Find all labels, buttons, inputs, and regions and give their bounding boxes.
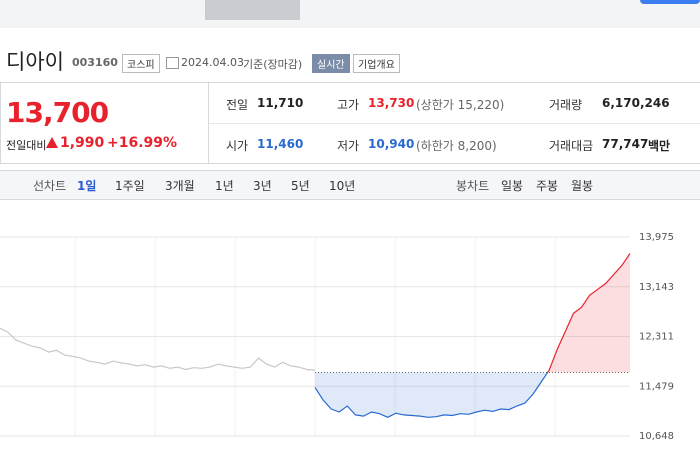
date: 2024.04.03 xyxy=(181,56,244,69)
divider xyxy=(208,123,700,124)
cell-value: 11,710 xyxy=(257,96,304,110)
tab[interactable]: 10년 xyxy=(329,179,356,193)
y-tick-label: 12,311 xyxy=(639,332,674,343)
tab[interactable]: 1년 xyxy=(215,179,234,193)
stock-name: 디아이 xyxy=(6,50,64,74)
y-tick-label: 11,479 xyxy=(639,381,674,392)
cell-label: 전일 xyxy=(226,98,249,112)
realtime-button[interactable]: 실시간 xyxy=(312,54,350,73)
price-panel xyxy=(0,82,700,164)
ad-banner[interactable] xyxy=(0,0,700,28)
tab[interactable]: 3년 xyxy=(253,179,272,193)
cell-label: 고가 xyxy=(337,98,360,112)
y-tick-label: 13,143 xyxy=(639,282,674,293)
price-line xyxy=(314,253,631,418)
current-price: 13,700 xyxy=(6,96,109,129)
tab[interactable]: 1주일 xyxy=(115,179,145,193)
cell-label: 저가 xyxy=(337,139,360,153)
calendar-icon xyxy=(166,57,179,69)
cell-label: 시가 xyxy=(226,139,249,153)
change-rate: +16.99% xyxy=(107,135,178,151)
cell-value: 6,170,246 xyxy=(602,96,670,110)
y-tick-label: 10,648 xyxy=(639,431,674,442)
basis: 기준(장마감) xyxy=(243,58,303,71)
cell-value: 13,730 xyxy=(368,96,415,110)
cell-unit: 백만 xyxy=(648,139,671,153)
stock-code: 003160 xyxy=(72,56,118,69)
tab[interactable]: 일봉 xyxy=(501,179,524,193)
cell-label: 거래량 xyxy=(549,98,583,112)
ad-image xyxy=(205,0,300,20)
tab-bar xyxy=(0,170,700,200)
overview-button[interactable]: 기업개요 xyxy=(353,54,400,73)
change-label: 전일대비 xyxy=(6,139,47,152)
cell-note: (상한가 15,220) xyxy=(416,98,505,112)
cell-value: 11,460 xyxy=(257,137,304,151)
up-arrow xyxy=(46,137,58,148)
tab[interactable]: 3개월 xyxy=(165,179,195,193)
tab[interactable]: 주봉 xyxy=(536,179,559,193)
y-tick-label: 13,975 xyxy=(639,232,674,243)
market-tag: 코스피 xyxy=(122,54,160,73)
tab[interactable]: 1일 xyxy=(77,179,97,193)
area xyxy=(315,253,630,418)
tab[interactable]: 5년 xyxy=(291,179,310,193)
cell-note: (하한가 8,200) xyxy=(416,139,497,153)
tab[interactable]: 월봉 xyxy=(571,179,594,193)
cell-value: 10,940 xyxy=(368,137,415,151)
tab-label: 선차트 xyxy=(33,179,67,193)
ad-button[interactable] xyxy=(640,0,700,4)
tab-label: 봉차트 xyxy=(456,179,490,193)
price-change: 1,990 xyxy=(60,135,105,151)
price-line xyxy=(0,327,316,371)
cell-label: 거래대금 xyxy=(549,139,594,153)
cell-value: 77,747 xyxy=(602,137,649,151)
chart: 13,975 13,143 12,311 11,479 10,648 xyxy=(0,232,674,442)
